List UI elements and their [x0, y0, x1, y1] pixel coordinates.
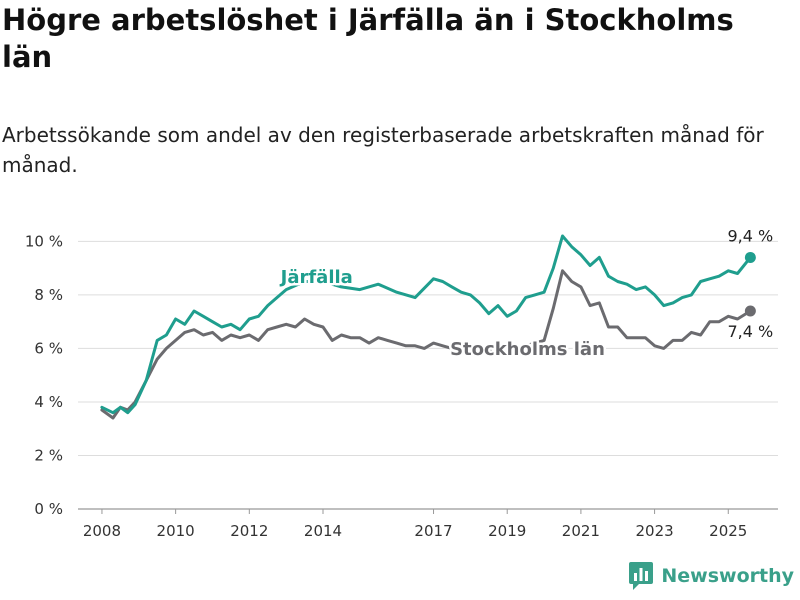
y-tick-label: 0 % [34, 500, 63, 518]
newsworthy-logo[interactable]: Newsworthy [629, 562, 794, 590]
grid-lines [78, 240, 778, 510]
series-end-point [744, 251, 756, 263]
y-tick-label: 6 % [34, 339, 63, 357]
x-tick-label: 2014 [304, 522, 342, 540]
series-name-label: Järfälla [279, 267, 353, 288]
x-tick-label: 2023 [635, 522, 673, 540]
end-value-label: 7,4 % [728, 322, 774, 341]
brand-name: Newsworthy [661, 565, 794, 587]
x-axis-ticks: 2008 2010 2012 2014 2017 2019 2021 2023 2025 [83, 509, 747, 540]
series-end-point [744, 305, 756, 317]
chart-subtitle: Arbetssökande som andel av den registerb… [2, 123, 764, 177]
y-tick-label: 4 % [34, 393, 63, 411]
y-axis-ticks: 0 % 2 % 4 % 6 % 8 % 10 % [25, 232, 63, 518]
x-tick-label: 2010 [157, 522, 195, 540]
x-tick-label: 2017 [414, 522, 452, 540]
series-line [100, 269, 752, 420]
x-tick-label: 2021 [562, 522, 600, 540]
x-tick-label: 2008 [83, 522, 121, 540]
series-line [100, 234, 752, 415]
bar-chart-logo-icon [629, 562, 654, 590]
series-lines [100, 234, 756, 420]
series-labels: Järfälla Stockholms län 9,4 % 7,4 % [276, 226, 774, 362]
series-name-label: Stockholms län [450, 339, 605, 360]
y-tick-label: 10 % [25, 232, 63, 250]
x-tick-label: 2019 [488, 522, 526, 540]
x-tick-label: 2025 [709, 522, 747, 540]
x-tick-label: 2012 [230, 522, 268, 540]
chart-title: Högre arbetslöshet i Järfälla än i Stock… [2, 3, 734, 74]
y-tick-label: 8 % [34, 286, 63, 304]
end-value-label: 9,4 % [728, 226, 774, 245]
y-tick-label: 2 % [34, 446, 63, 464]
